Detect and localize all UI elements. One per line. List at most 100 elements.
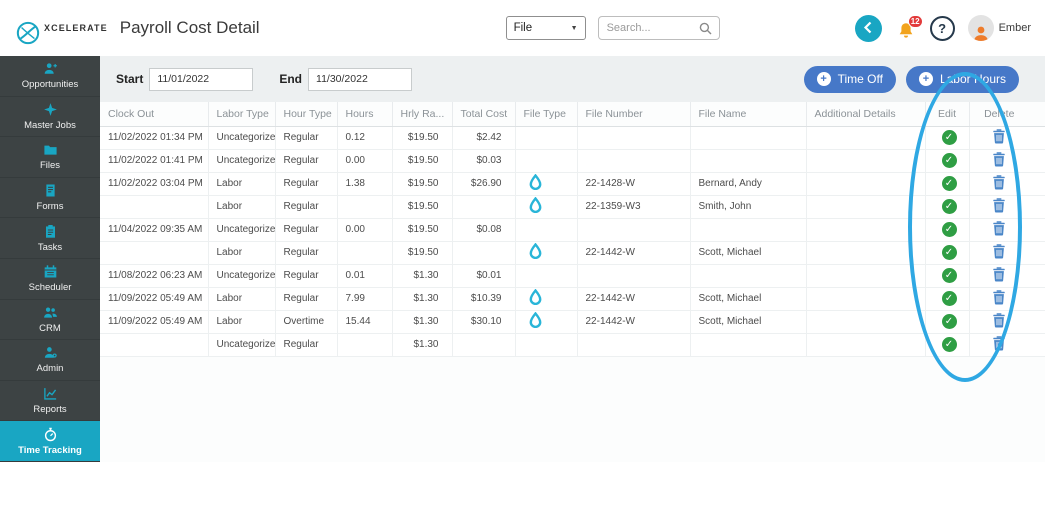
back-button[interactable] [854, 14, 882, 42]
delete-button[interactable] [993, 243, 1005, 259]
sidebar-item-scheduler[interactable]: Scheduler [0, 259, 100, 300]
edit-button[interactable]: ✓ [941, 337, 957, 352]
delete-button[interactable] [993, 220, 1005, 236]
sidebar-item-label: CRM [39, 322, 61, 334]
start-date-label: Start [116, 72, 144, 86]
clipboard-icon [43, 224, 58, 239]
sidebar-item-label: Reports [33, 404, 67, 416]
arrow-left-icon [862, 21, 875, 36]
sidebar-item-time-tracking[interactable]: Time Tracking [0, 421, 100, 462]
table-row: 11/08/2022 06:23 AMUncategorize...Regula… [100, 264, 1045, 288]
delete-cell [969, 310, 1045, 334]
delete-button[interactable] [993, 289, 1005, 305]
file-number-cell [577, 149, 691, 173]
search-icon [699, 22, 712, 35]
clock-out-cell [100, 241, 209, 265]
person-plus-icon [43, 61, 58, 76]
sidebar-item-reports[interactable]: Reports [0, 381, 100, 422]
hrly-rate-cell: $19.50 [392, 126, 453, 150]
start-date-input[interactable] [149, 67, 254, 91]
sidebar-item-files[interactable]: Files [0, 137, 100, 178]
payroll-table-wrap: Clock Out Labor Type Hour Type Hours Hrl… [100, 102, 1045, 462]
edit-button[interactable]: ✓ [941, 199, 957, 214]
table-header-row: Clock Out Labor Type Hour Type Hours Hrl… [100, 102, 1045, 127]
avatar [967, 15, 994, 41]
spark-icon [43, 102, 58, 117]
labor-hours-button[interactable]: + Labor Hours [905, 65, 1019, 93]
delete-button[interactable] [993, 312, 1005, 328]
hours-cell: 0.12 [337, 126, 393, 150]
sidebar-item-crm[interactable]: CRM [0, 300, 100, 341]
delete-cell [969, 218, 1045, 242]
additional-details-cell [806, 126, 926, 150]
column-hrly-rate: Hrly Ra... [392, 102, 453, 127]
edit-cell: ✓ [925, 310, 970, 334]
edit-button[interactable]: ✓ [941, 291, 957, 306]
help-button[interactable]: ? [929, 15, 955, 41]
edit-button[interactable]: ✓ [941, 176, 957, 191]
table-row: 11/02/2022 01:41 PMUncategorize...Regula… [100, 149, 1045, 173]
delete-button[interactable] [993, 266, 1005, 282]
file-menu-dropdown[interactable]: File ▼ [505, 16, 586, 40]
sidebar-item-opportunities[interactable]: Opportunities [0, 56, 100, 97]
hours-cell: 1.38 [337, 172, 393, 196]
user-menu[interactable]: Ember [967, 15, 1031, 41]
water-drop-icon [524, 289, 543, 305]
sidebar-item-master-jobs[interactable]: Master Jobs [0, 97, 100, 138]
file-name-cell: Scott, Michael [690, 241, 807, 265]
total-cost-cell: $26.90 [452, 172, 516, 196]
edit-button[interactable]: ✓ [941, 153, 957, 168]
hour-type-cell: Regular [275, 241, 338, 265]
sidebar-item-label: Opportunities [21, 79, 79, 91]
delete-button[interactable] [993, 174, 1005, 190]
search-input[interactable] [598, 22, 699, 34]
file-name-cell [690, 149, 807, 173]
file-type-cell [515, 149, 578, 173]
plus-icon: + [816, 72, 831, 86]
sidebar-item-label: Forms [36, 201, 64, 213]
hours-cell: 0.00 [337, 149, 393, 173]
file-menu-label: File [513, 22, 533, 34]
delete-button[interactable] [993, 128, 1005, 144]
logo-text: XCELERATE [44, 23, 108, 33]
file-name-cell [690, 218, 807, 242]
hrly-rate-cell: $1.30 [392, 287, 453, 311]
edit-button[interactable]: ✓ [941, 314, 957, 329]
delete-button[interactable] [993, 335, 1005, 351]
labor-type-cell: Uncategorize... [208, 126, 276, 150]
additional-details-cell [806, 287, 926, 311]
sidebar-item-tasks[interactable]: Tasks [0, 218, 100, 259]
column-edit: Edit [925, 102, 970, 127]
file-type-cell [515, 172, 578, 196]
file-type-cell [515, 310, 578, 334]
hrly-rate-cell: $1.30 [392, 264, 453, 288]
delete-button[interactable] [993, 151, 1005, 167]
hour-type-cell: Regular [275, 126, 338, 150]
file-number-cell [577, 264, 691, 288]
page-title: Payroll Cost Detail [119, 18, 260, 37]
edit-button[interactable]: ✓ [941, 222, 957, 237]
edit-cell: ✓ [925, 241, 970, 265]
file-name-cell: Smith, John [690, 195, 807, 219]
delete-cell [969, 149, 1045, 173]
file-number-cell [577, 126, 691, 150]
end-date-label: End [279, 72, 303, 86]
edit-button[interactable]: ✓ [941, 268, 957, 283]
total-cost-cell: $10.39 [452, 287, 516, 311]
clock-out-cell: 11/02/2022 01:41 PM [100, 149, 209, 173]
file-type-cell [515, 333, 578, 357]
notifications-button[interactable]: 12 [895, 14, 923, 38]
file-number-cell: 22-1442-W [577, 287, 691, 311]
edit-button[interactable]: ✓ [941, 130, 957, 145]
delete-button[interactable] [993, 197, 1005, 213]
sidebar-item-admin[interactable]: Admin [0, 340, 100, 381]
column-file-type: File Type [515, 102, 578, 127]
end-date-input[interactable] [308, 67, 413, 91]
time-off-button[interactable]: + Time Off [803, 65, 896, 93]
hour-type-cell: Regular [275, 218, 338, 242]
sidebar-item-forms[interactable]: Forms [0, 178, 100, 219]
edit-button[interactable]: ✓ [941, 245, 957, 260]
sidebar-item-label: Scheduler [28, 282, 72, 294]
hours-cell: 15.44 [337, 310, 393, 334]
action-buttons: + Time Off + Labor Hours [803, 65, 1019, 93]
